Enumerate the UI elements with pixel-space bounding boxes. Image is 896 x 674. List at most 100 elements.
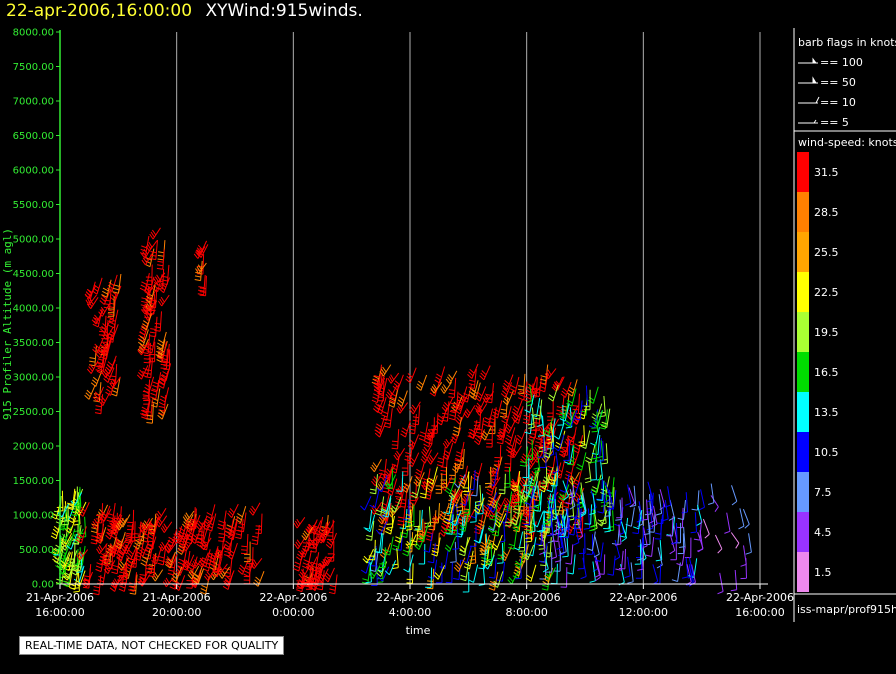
wind-barb-735 bbox=[377, 566, 390, 582]
wind-barb-1090 bbox=[583, 508, 591, 530]
wind-barb-643 bbox=[568, 449, 580, 467]
color-label-6: 13.5 bbox=[814, 406, 839, 419]
wind-barb-835 bbox=[435, 473, 443, 494]
wind-barb-986 bbox=[596, 459, 604, 481]
wind-barb-409 bbox=[311, 533, 323, 549]
wind-barb-498 bbox=[488, 476, 501, 490]
wind-barb-677 bbox=[514, 482, 526, 499]
wind-barb-547 bbox=[510, 445, 522, 458]
wind-barb-146 bbox=[126, 544, 138, 560]
wind-barb-420 bbox=[325, 532, 337, 549]
y-tick-label-3: 1500.00 bbox=[13, 476, 54, 487]
wind-barb-523 bbox=[421, 478, 433, 491]
wind-barb-1135 bbox=[687, 557, 694, 579]
wind-barb-1184 bbox=[730, 569, 738, 592]
wind-barb-576 bbox=[538, 373, 549, 393]
wind-barb-339 bbox=[156, 268, 165, 290]
wind-barb-277 bbox=[99, 289, 111, 305]
y-tick-label-2: 1000.00 bbox=[13, 511, 54, 522]
wind-barb-279 bbox=[103, 367, 115, 383]
y-tick-label-16: 8000.00 bbox=[13, 28, 54, 39]
wind-barb-868 bbox=[483, 554, 495, 570]
wind-barb-644 bbox=[529, 417, 537, 439]
color-swatch-5 bbox=[797, 352, 809, 392]
wind-barb-987 bbox=[533, 451, 541, 474]
wind-barb-1011 bbox=[532, 511, 544, 528]
wind-barb-264 bbox=[95, 352, 105, 372]
wind-barb-298 bbox=[101, 327, 114, 340]
wind-barb-139 bbox=[182, 514, 194, 529]
wind-barb-579 bbox=[482, 391, 495, 403]
wind-barb-1029 bbox=[627, 562, 634, 584]
wind-barb-479 bbox=[395, 477, 403, 498]
wind-barb-476 bbox=[475, 403, 488, 416]
wind-barb-674 bbox=[533, 480, 541, 501]
wind-barb-1051 bbox=[676, 507, 684, 529]
wind-barb-1000 bbox=[599, 409, 608, 430]
wind-barb-189 bbox=[177, 549, 187, 569]
wind-barb-593 bbox=[500, 382, 513, 398]
wind-barb-1167 bbox=[580, 494, 587, 516]
wind-barb-539 bbox=[474, 386, 487, 402]
wind-barb-262 bbox=[110, 377, 121, 397]
wind-barb-660 bbox=[379, 364, 392, 377]
wind-barb-446 bbox=[567, 379, 578, 397]
wind-barb-653 bbox=[461, 491, 474, 504]
wind-barb-1189 bbox=[730, 532, 740, 549]
wind-barb-1050 bbox=[614, 539, 621, 561]
wind-barb-434 bbox=[317, 568, 329, 583]
wind-barb-340 bbox=[158, 370, 169, 389]
wind-barb-242 bbox=[208, 548, 219, 567]
wind-barb-586 bbox=[409, 480, 417, 502]
wind-barb-328 bbox=[149, 239, 158, 261]
wind-barb-170 bbox=[106, 536, 117, 555]
wind-barb-541 bbox=[560, 381, 572, 398]
wind-barb-414 bbox=[315, 556, 327, 574]
wind-barb-343 bbox=[152, 274, 163, 293]
wind-barb-71 bbox=[76, 549, 89, 561]
wind-barb-83 bbox=[155, 515, 168, 528]
x-tick-time-3: 4:00:00 bbox=[389, 606, 431, 619]
wind-barb-66 bbox=[70, 557, 82, 576]
x-tick-time-6: 16:00:00 bbox=[735, 606, 784, 619]
wind-barb-341 bbox=[151, 372, 162, 392]
wind-barb-1116 bbox=[580, 557, 587, 580]
wind-barb-462 bbox=[470, 382, 481, 401]
wind-barb-218 bbox=[171, 566, 183, 583]
wind-barb-351 bbox=[143, 342, 151, 364]
wind-barb-934 bbox=[529, 511, 536, 534]
wind-barb-95 bbox=[164, 552, 176, 567]
wind-barb-828 bbox=[469, 526, 477, 547]
wind-barb-1161 bbox=[629, 485, 637, 507]
wind-barb-740 bbox=[448, 486, 461, 500]
wind-barb-329 bbox=[139, 236, 150, 256]
wind-barb-177 bbox=[235, 519, 244, 540]
wind-barb-192 bbox=[115, 538, 128, 551]
wind-barb-871 bbox=[362, 548, 374, 564]
x-tick-time-4: 8:00:00 bbox=[505, 606, 547, 619]
wind-barb-659 bbox=[392, 374, 404, 391]
wind-barb-410 bbox=[327, 541, 335, 562]
wind-barb-226 bbox=[200, 531, 211, 551]
wind-barb-202 bbox=[106, 515, 116, 535]
wind-barb-574 bbox=[463, 405, 476, 419]
wind-barb-1006 bbox=[591, 411, 599, 433]
wind-barb-946 bbox=[553, 434, 565, 452]
wind-barb-415 bbox=[302, 550, 312, 569]
wind-barb-344 bbox=[139, 272, 150, 292]
wind-barb-219 bbox=[105, 524, 117, 540]
wind-barb-1085 bbox=[534, 491, 543, 512]
wind-barb-864 bbox=[406, 563, 414, 584]
wind-barb-1180 bbox=[731, 485, 738, 506]
wind-barb-309 bbox=[98, 303, 110, 317]
wind-barb-866 bbox=[473, 497, 485, 514]
wind-barb-96 bbox=[157, 545, 167, 566]
wind-barb-250 bbox=[207, 545, 219, 564]
y-tick-label-6: 3000.00 bbox=[13, 373, 54, 384]
wind-barb-584 bbox=[418, 521, 426, 543]
wind-barb-222 bbox=[140, 520, 152, 536]
wind-barb-1008 bbox=[524, 485, 535, 506]
wind-barb-1021 bbox=[543, 438, 553, 459]
wind-barb-883 bbox=[445, 503, 456, 523]
wind-barb-349 bbox=[145, 284, 156, 303]
